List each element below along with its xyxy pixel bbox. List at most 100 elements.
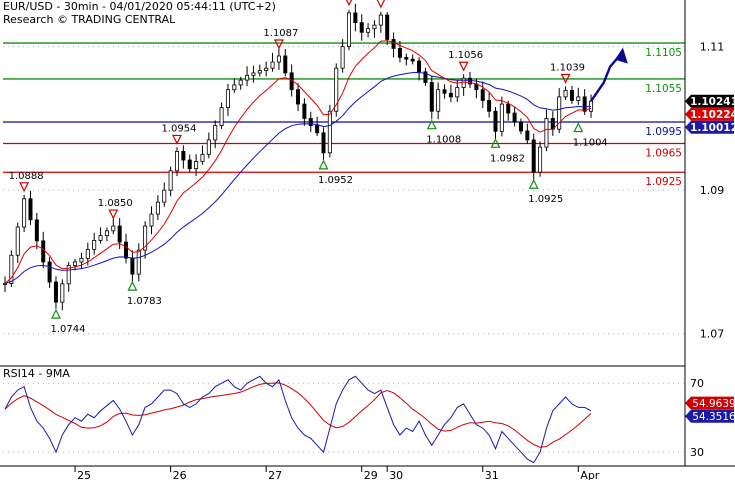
x-tick-label: 26 xyxy=(173,469,187,480)
candle-body xyxy=(85,248,90,259)
forecast-arrowhead-icon xyxy=(614,47,628,64)
level-label-pivot: 1.0995 xyxy=(645,126,682,138)
high-marker-icon xyxy=(560,73,571,84)
price-tag-ma_slow xyxy=(685,120,734,134)
candle-body xyxy=(251,72,256,76)
candle-body xyxy=(60,283,65,303)
high-label: 1.0954 xyxy=(161,123,196,134)
candle-body xyxy=(327,110,332,154)
candle-body xyxy=(397,48,402,58)
candle-body xyxy=(47,261,52,283)
candle-body xyxy=(111,225,116,232)
candle-body xyxy=(238,79,243,86)
candle-body xyxy=(92,240,97,250)
low-label: 1.0744 xyxy=(50,324,85,335)
high-marker-icon xyxy=(108,209,119,220)
level-label-resistance: 1.1055 xyxy=(645,83,682,95)
candle-body xyxy=(366,28,371,33)
price-tag-ma_fast xyxy=(685,107,734,121)
ma-fast-line xyxy=(4,40,592,284)
candle-body xyxy=(187,159,192,170)
chart-subtitle: Research © TRADING CENTRAL xyxy=(3,13,176,26)
level-label-support: 1.0965 xyxy=(645,148,682,160)
candle-body xyxy=(181,151,186,161)
candle-body xyxy=(270,61,275,69)
price-tick-label: 1.09 xyxy=(700,184,725,197)
low-label: 1.0982 xyxy=(490,153,525,164)
candle-body xyxy=(518,121,523,132)
candle-body xyxy=(168,170,173,191)
candle-body xyxy=(117,225,122,243)
candle-body xyxy=(340,46,345,69)
price-panel: 1.07 1.09 1.11 1.1105 1.1055 1.0995 1.0965 1.09… xyxy=(3,0,735,341)
low-label: 1.1004 xyxy=(573,138,608,149)
candle-body xyxy=(372,24,377,30)
candle-body xyxy=(538,146,543,173)
candle-body xyxy=(423,71,428,83)
level-label-support: 1.0925 xyxy=(645,176,682,188)
rsi-tick-label: 30 xyxy=(690,446,704,459)
candle-body xyxy=(34,219,39,242)
price-tag-label-current: 1.10241 xyxy=(690,96,735,108)
high-label: 1.1087 xyxy=(263,28,298,39)
candle-body xyxy=(79,257,84,263)
candle-body xyxy=(385,14,390,40)
rsi-tag-rsi xyxy=(685,409,734,423)
candle-body xyxy=(480,89,485,101)
x-tick-label: 25 xyxy=(77,469,91,480)
candle-body xyxy=(9,254,14,284)
candle-body xyxy=(512,112,517,123)
candle-body xyxy=(219,107,224,126)
x-tick-label: 27 xyxy=(268,469,282,480)
candle-body xyxy=(104,230,109,237)
high-label: 1.1056 xyxy=(448,50,483,61)
candle-body xyxy=(232,84,237,91)
high-marker-icon xyxy=(458,61,469,72)
candle-body xyxy=(461,77,466,88)
candle-body xyxy=(531,139,536,173)
low-label: 1.0925 xyxy=(528,194,563,205)
candle-body xyxy=(149,213,154,227)
low-label: 1.0952 xyxy=(318,175,353,186)
rsi-tag-label-rsi: 54.3516 xyxy=(692,411,735,423)
low-marker-icon xyxy=(318,159,329,170)
candle-body xyxy=(41,240,46,263)
candle-body xyxy=(417,60,422,73)
x-tick-label: 31 xyxy=(485,469,499,480)
candle-body xyxy=(353,12,358,24)
rsi-tag-label-rsi_ma: 54.9639 xyxy=(692,398,735,410)
low-marker-icon xyxy=(573,122,584,133)
candle-body xyxy=(563,90,568,98)
ma-slow-line xyxy=(4,71,592,284)
low-marker-icon xyxy=(426,119,437,130)
candle-body xyxy=(213,125,218,141)
candle-body xyxy=(582,96,587,112)
candle-body xyxy=(487,100,492,112)
candle-body xyxy=(22,198,27,228)
low-label: 1.1008 xyxy=(426,135,461,146)
level-label-resistance: 1.1105 xyxy=(645,47,682,59)
candle-body xyxy=(130,257,135,275)
price-tick-label: 1.11 xyxy=(700,41,725,54)
candle-body xyxy=(499,103,504,132)
candle-body xyxy=(321,132,326,154)
candle-body xyxy=(194,161,199,170)
candle-body xyxy=(308,118,313,126)
candle-body xyxy=(15,226,20,256)
candle-body xyxy=(315,125,320,134)
candle-body xyxy=(276,55,281,63)
candle-body xyxy=(569,90,574,101)
high-marker-icon xyxy=(273,39,284,50)
candle-body xyxy=(206,139,211,155)
high-label: 1.0850 xyxy=(98,198,133,209)
candle-body xyxy=(174,151,179,172)
candle-body xyxy=(124,241,129,259)
candle-body xyxy=(506,103,511,114)
rsi-title: RSI14 - 9MA xyxy=(3,367,70,380)
candle-body xyxy=(283,55,288,74)
x-tick-label: Apr xyxy=(580,469,600,480)
candle-body xyxy=(391,39,396,49)
